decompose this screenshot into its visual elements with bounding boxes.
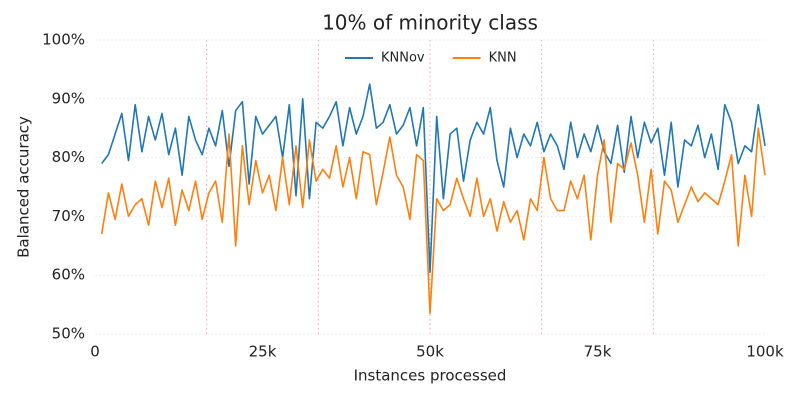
series-line — [100, 127, 766, 315]
series-line — [101, 83, 766, 274]
legend-label: KNNov — [381, 51, 425, 66]
y-tick-label: 70% — [52, 207, 85, 225]
y-tick-label: 90% — [52, 89, 85, 107]
y-tick-label: 80% — [52, 148, 85, 166]
x-tick-label: 50k — [416, 343, 444, 361]
y-tick-label: 100% — [42, 31, 85, 49]
legend-label: KNN — [489, 51, 517, 66]
chart-title: 10% of minority class — [322, 11, 538, 35]
y-tick-label: 50% — [52, 325, 85, 343]
y-axis-label: Balanced accuracy — [15, 116, 33, 258]
x-axis-label: Instances processed — [354, 367, 507, 385]
x-tick-label: 100k — [746, 343, 784, 361]
x-tick-label: 0 — [90, 343, 100, 361]
y-tick-label: 60% — [52, 266, 85, 284]
x-tick-label: 25k — [249, 343, 277, 361]
x-tick-label: 75k — [584, 343, 612, 361]
